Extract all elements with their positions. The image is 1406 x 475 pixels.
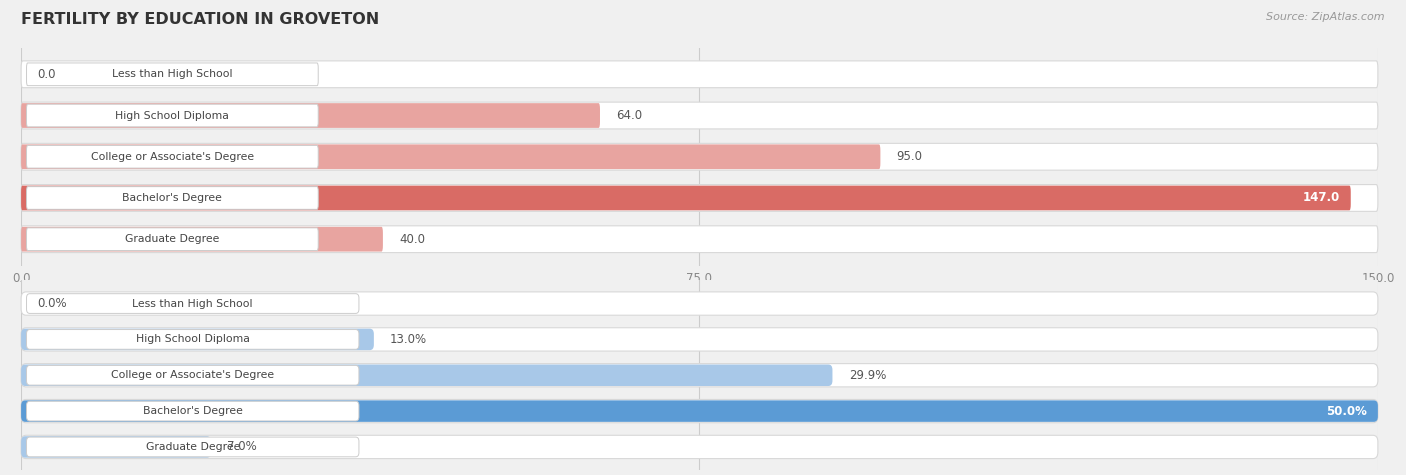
FancyBboxPatch shape [21,185,1378,211]
FancyBboxPatch shape [21,226,1378,253]
FancyBboxPatch shape [21,103,600,128]
Text: 7.0%: 7.0% [228,440,257,454]
FancyBboxPatch shape [21,227,382,252]
FancyBboxPatch shape [21,363,1378,387]
Text: Graduate Degree: Graduate Degree [125,234,219,244]
FancyBboxPatch shape [27,187,318,209]
Text: 0.0%: 0.0% [38,297,67,310]
Text: Graduate Degree: Graduate Degree [146,442,240,452]
FancyBboxPatch shape [27,228,318,250]
FancyBboxPatch shape [21,186,1351,210]
Text: 64.0: 64.0 [616,109,643,122]
FancyBboxPatch shape [21,144,880,169]
FancyBboxPatch shape [27,401,359,421]
FancyBboxPatch shape [27,330,359,349]
Text: High School Diploma: High School Diploma [136,334,250,344]
Text: Source: ZipAtlas.com: Source: ZipAtlas.com [1267,12,1385,22]
Text: College or Associate's Degree: College or Associate's Degree [111,370,274,380]
Text: Bachelor's Degree: Bachelor's Degree [122,193,222,203]
Text: 0.0: 0.0 [38,68,56,81]
FancyBboxPatch shape [27,365,359,385]
Text: FERTILITY BY EDUCATION IN GROVETON: FERTILITY BY EDUCATION IN GROVETON [21,12,380,27]
FancyBboxPatch shape [21,436,211,458]
FancyBboxPatch shape [21,364,832,386]
Text: 40.0: 40.0 [399,233,425,246]
FancyBboxPatch shape [21,328,1378,351]
Text: 147.0: 147.0 [1302,191,1340,204]
FancyBboxPatch shape [21,102,1378,129]
Text: Less than High School: Less than High School [112,69,232,79]
FancyBboxPatch shape [27,63,318,86]
Text: Bachelor's Degree: Bachelor's Degree [143,406,243,416]
Text: Less than High School: Less than High School [132,299,253,309]
FancyBboxPatch shape [21,400,1378,422]
FancyBboxPatch shape [27,437,359,457]
FancyBboxPatch shape [21,329,374,350]
FancyBboxPatch shape [21,143,1378,170]
Text: High School Diploma: High School Diploma [115,111,229,121]
FancyBboxPatch shape [21,399,1378,423]
FancyBboxPatch shape [27,145,318,168]
FancyBboxPatch shape [21,61,1378,88]
Text: College or Associate's Degree: College or Associate's Degree [91,152,254,162]
FancyBboxPatch shape [27,104,318,127]
FancyBboxPatch shape [21,435,1378,458]
Text: 50.0%: 50.0% [1326,405,1367,418]
Text: 95.0: 95.0 [897,150,922,163]
Text: 29.9%: 29.9% [849,369,886,382]
Text: 13.0%: 13.0% [389,333,427,346]
FancyBboxPatch shape [27,294,359,314]
FancyBboxPatch shape [21,292,1378,315]
